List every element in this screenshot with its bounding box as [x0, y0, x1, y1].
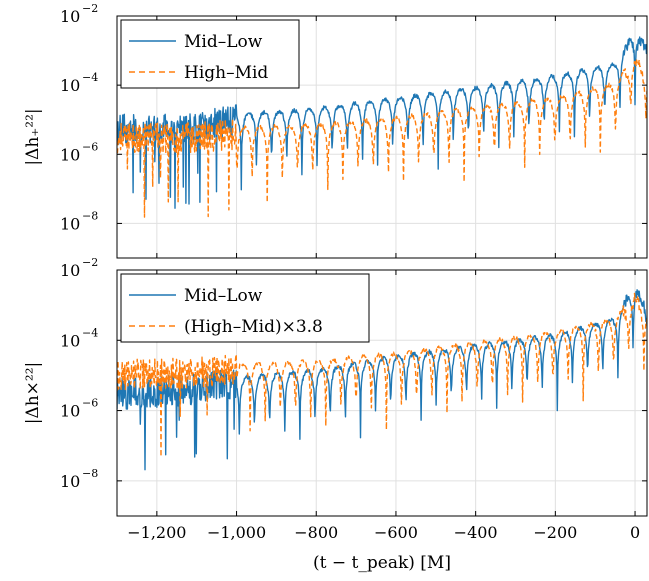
legend-box	[120, 273, 370, 343]
y-tick-label-exponent: −8	[82, 209, 98, 222]
y-tick-label: 10	[60, 402, 80, 421]
series-line	[117, 292, 647, 458]
panel-bottom: 10−810−610−410 −2|Δh×²²|Mid–Low(High–Mid)…	[23, 256, 648, 573]
x-tick-label: −600	[374, 523, 418, 542]
legend-label: High–Mid	[184, 63, 268, 83]
x-tick-label: −800	[294, 523, 338, 542]
legend-label: Mid–Low	[184, 286, 263, 306]
y-tick-label-exponent: −4	[82, 326, 98, 339]
y-tick-label: 10	[60, 261, 80, 280]
x-tick-label: −200	[533, 523, 577, 542]
x-tick-label: −1,200	[127, 523, 186, 542]
y-axis-label: |Δh₊²²|	[23, 108, 43, 165]
y-tick-label-exponent: −6	[82, 140, 98, 153]
y-tick-label-exponent: −4	[82, 71, 98, 84]
legend: Mid–Low (High–Mid)×3.8	[120, 273, 370, 343]
plot-frame	[116, 269, 648, 517]
y-tick-label: 10	[60, 76, 80, 95]
legend-label: (High–Mid)×3.8	[184, 317, 323, 337]
x-tick-label: −400	[454, 523, 498, 542]
y-tick-label-exponent: −8	[82, 467, 98, 480]
y-tick-label: 10	[60, 145, 80, 164]
y-tick-label: 10	[60, 331, 80, 350]
y-tick-label: 10	[60, 214, 80, 233]
legend: Mid–Low High–Mid	[120, 19, 300, 89]
y-tick-label-exponent: −2	[82, 256, 98, 269]
plot-frame	[116, 15, 648, 259]
y-tick-label: 10	[60, 472, 80, 491]
x-tick-label: 0	[630, 523, 640, 542]
x-tick-label: −1,000	[207, 523, 266, 542]
y-tick-label: 10	[60, 7, 80, 26]
x-axis-label: (t − t_peak) [M]	[313, 553, 451, 573]
legend-label: Mid–Low	[184, 32, 263, 52]
series-line	[117, 59, 647, 218]
y-tick-label-exponent: −2	[82, 2, 98, 15]
y-axis-label: |Δh×²²|	[23, 362, 43, 425]
y-tick-label-exponent: −6	[82, 397, 98, 410]
legend-box	[120, 19, 300, 89]
